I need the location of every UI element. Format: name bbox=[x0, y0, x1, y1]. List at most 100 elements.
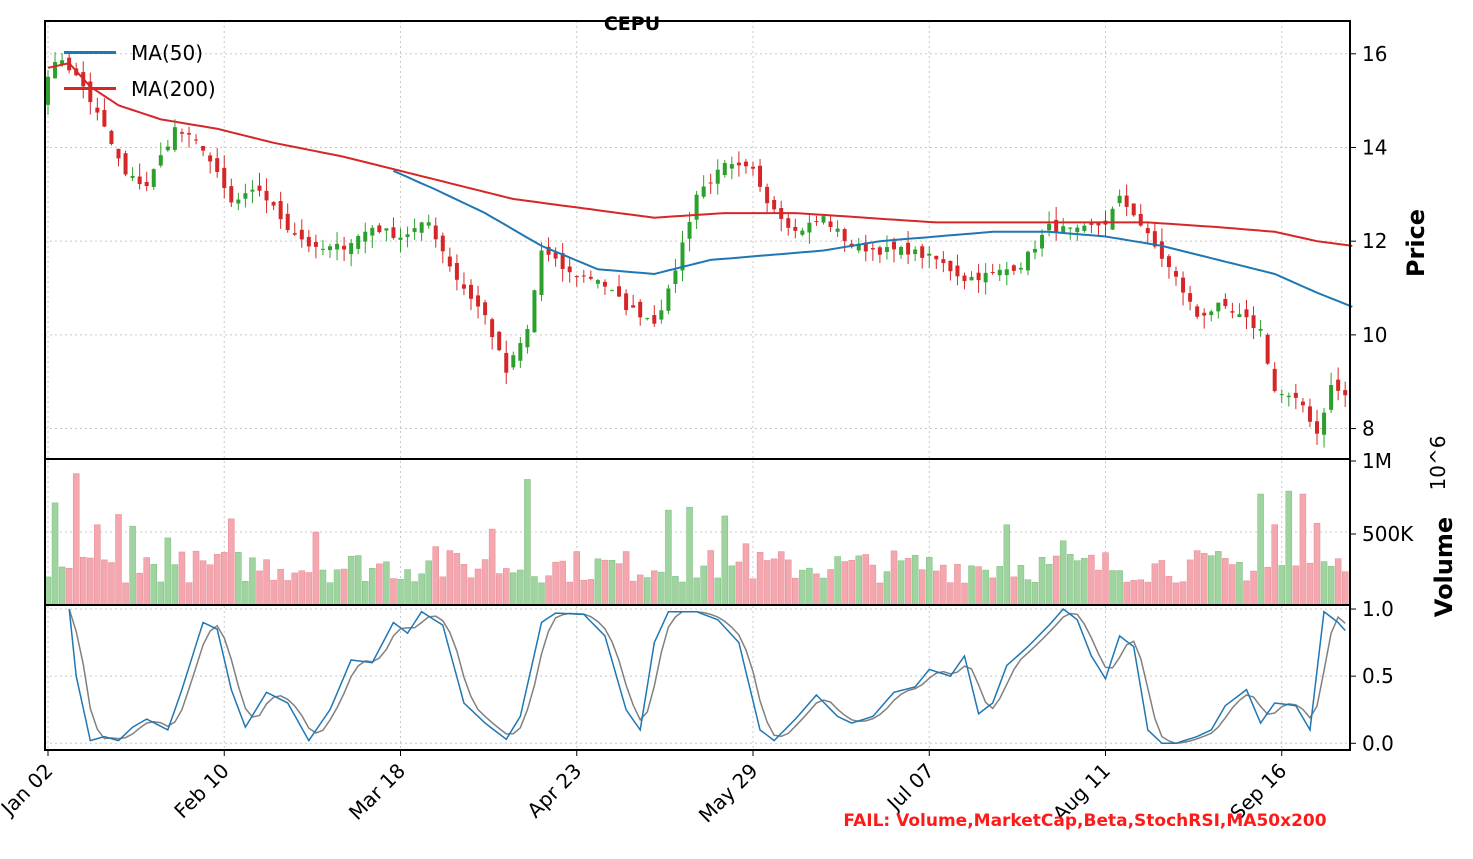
volume-bar-147 bbox=[1081, 557, 1088, 606]
indicator-lines bbox=[47, 62, 1353, 745]
candle-body-124 bbox=[920, 246, 925, 258]
candle-body-38 bbox=[313, 242, 318, 247]
candle-body-17 bbox=[165, 146, 170, 151]
candle-body-110 bbox=[821, 216, 826, 223]
volume-bar-3 bbox=[65, 568, 73, 606]
volume-bar-24 bbox=[213, 553, 221, 606]
candle-body-180 bbox=[1315, 421, 1319, 434]
candle-body-93 bbox=[701, 186, 706, 197]
volume-bar-177 bbox=[1292, 565, 1300, 606]
candle-body-168 bbox=[1230, 311, 1235, 313]
candle-body-143 bbox=[1054, 219, 1059, 233]
volume-bar-140 bbox=[1031, 582, 1039, 606]
candle-body-54 bbox=[426, 222, 431, 226]
candle-body-45 bbox=[363, 231, 368, 242]
candle-body-157 bbox=[1152, 231, 1157, 247]
candle-body-156 bbox=[1145, 228, 1150, 234]
candle-body-30 bbox=[257, 185, 262, 191]
candle-body-79 bbox=[602, 281, 607, 287]
volume-bar-74 bbox=[566, 581, 573, 606]
volume-bar-16 bbox=[157, 581, 165, 606]
volume-bar-166 bbox=[1215, 551, 1222, 606]
volume-bar-141 bbox=[1038, 556, 1046, 606]
candle-body-41 bbox=[335, 243, 340, 250]
candle-body-121 bbox=[899, 246, 904, 255]
volume-bar-164 bbox=[1200, 553, 1208, 606]
volume-bar-109 bbox=[813, 573, 820, 606]
candle-body-119 bbox=[884, 247, 889, 252]
volume-bar-96 bbox=[721, 515, 729, 606]
volume-bar-77 bbox=[587, 579, 595, 606]
volume-bar-55 bbox=[432, 546, 439, 606]
candle-body-46 bbox=[370, 227, 375, 236]
volume-bar-14 bbox=[143, 557, 150, 606]
volume-bar-129 bbox=[954, 564, 961, 606]
legend-ma50-swatch bbox=[64, 51, 116, 54]
volume-bar-21 bbox=[192, 550, 200, 606]
candle-body-126 bbox=[934, 255, 939, 260]
volume-bar-179 bbox=[1306, 562, 1314, 606]
legend-ma200-label: MA(200) bbox=[131, 77, 216, 101]
candle-body-92 bbox=[694, 194, 699, 220]
candle-body-35 bbox=[292, 233, 297, 235]
candle-body-19 bbox=[179, 132, 184, 134]
candle-body-132 bbox=[976, 272, 981, 281]
volume-bar-98 bbox=[735, 561, 743, 606]
volume-bar-56 bbox=[439, 576, 447, 606]
volume-bar-11 bbox=[122, 582, 129, 606]
volume-bar-95 bbox=[714, 577, 721, 606]
candle-body-50 bbox=[398, 237, 403, 240]
volume-bar-5 bbox=[80, 556, 87, 606]
candle-body-24 bbox=[215, 158, 220, 173]
candle-body-134 bbox=[990, 272, 995, 274]
candle-body-141 bbox=[1040, 234, 1045, 249]
volume-bar-159 bbox=[1165, 576, 1173, 606]
candle-body-111 bbox=[828, 221, 833, 227]
candle-body-8 bbox=[102, 109, 107, 127]
candle-body-80 bbox=[610, 290, 614, 292]
candle-body-42 bbox=[342, 245, 347, 250]
candle-body-65 bbox=[504, 352, 509, 373]
x-tick-label-3: Apr 23 bbox=[522, 759, 586, 823]
candle-body-105 bbox=[786, 218, 791, 228]
volume-bar-39 bbox=[319, 569, 327, 606]
volume-bar-162 bbox=[1186, 559, 1194, 606]
candle-body-9 bbox=[109, 130, 114, 144]
volume-bar-34 bbox=[284, 580, 291, 606]
candle-body-61 bbox=[476, 295, 481, 307]
candle-body-163 bbox=[1195, 306, 1200, 317]
stoch-k-line bbox=[68, 607, 1346, 745]
price-tick-4-label: 16 bbox=[1362, 42, 1387, 66]
volume-bar-20 bbox=[185, 582, 193, 606]
volume-bar-121 bbox=[897, 560, 905, 606]
candle-body-96 bbox=[722, 162, 727, 176]
candle-body-86 bbox=[652, 315, 657, 324]
candle-body-99 bbox=[743, 161, 748, 167]
candle-body-52 bbox=[412, 228, 417, 232]
candle-body-89 bbox=[673, 270, 678, 285]
volume-bar-175 bbox=[1278, 565, 1285, 606]
volume-bar-57 bbox=[446, 550, 454, 606]
volume-bar-160 bbox=[1172, 582, 1180, 606]
volume-bar-51 bbox=[404, 569, 411, 606]
price-candles bbox=[46, 52, 1348, 448]
candle-body-48 bbox=[384, 228, 389, 231]
candle-body-158 bbox=[1159, 241, 1164, 259]
candle-body-177 bbox=[1293, 392, 1298, 398]
volume-bar-108 bbox=[806, 567, 813, 606]
volume-bar-33 bbox=[277, 569, 284, 606]
candle-body-25 bbox=[222, 167, 227, 189]
volume-bar-73 bbox=[559, 560, 566, 606]
volume-bar-85 bbox=[644, 577, 651, 606]
price-tick-0-label: 8 bbox=[1362, 417, 1375, 441]
candle-body-144 bbox=[1061, 226, 1066, 234]
volume-bar-184 bbox=[1341, 571, 1349, 606]
volume-bar-114 bbox=[848, 560, 855, 606]
candle-body-57 bbox=[447, 256, 452, 267]
candle-body-167 bbox=[1223, 298, 1228, 307]
volume-bar-64 bbox=[495, 573, 503, 606]
volume-bar-61 bbox=[474, 568, 482, 606]
volume-bar-169 bbox=[1236, 562, 1243, 606]
volume-bar-115 bbox=[855, 555, 862, 606]
candle-body-66 bbox=[511, 355, 516, 368]
